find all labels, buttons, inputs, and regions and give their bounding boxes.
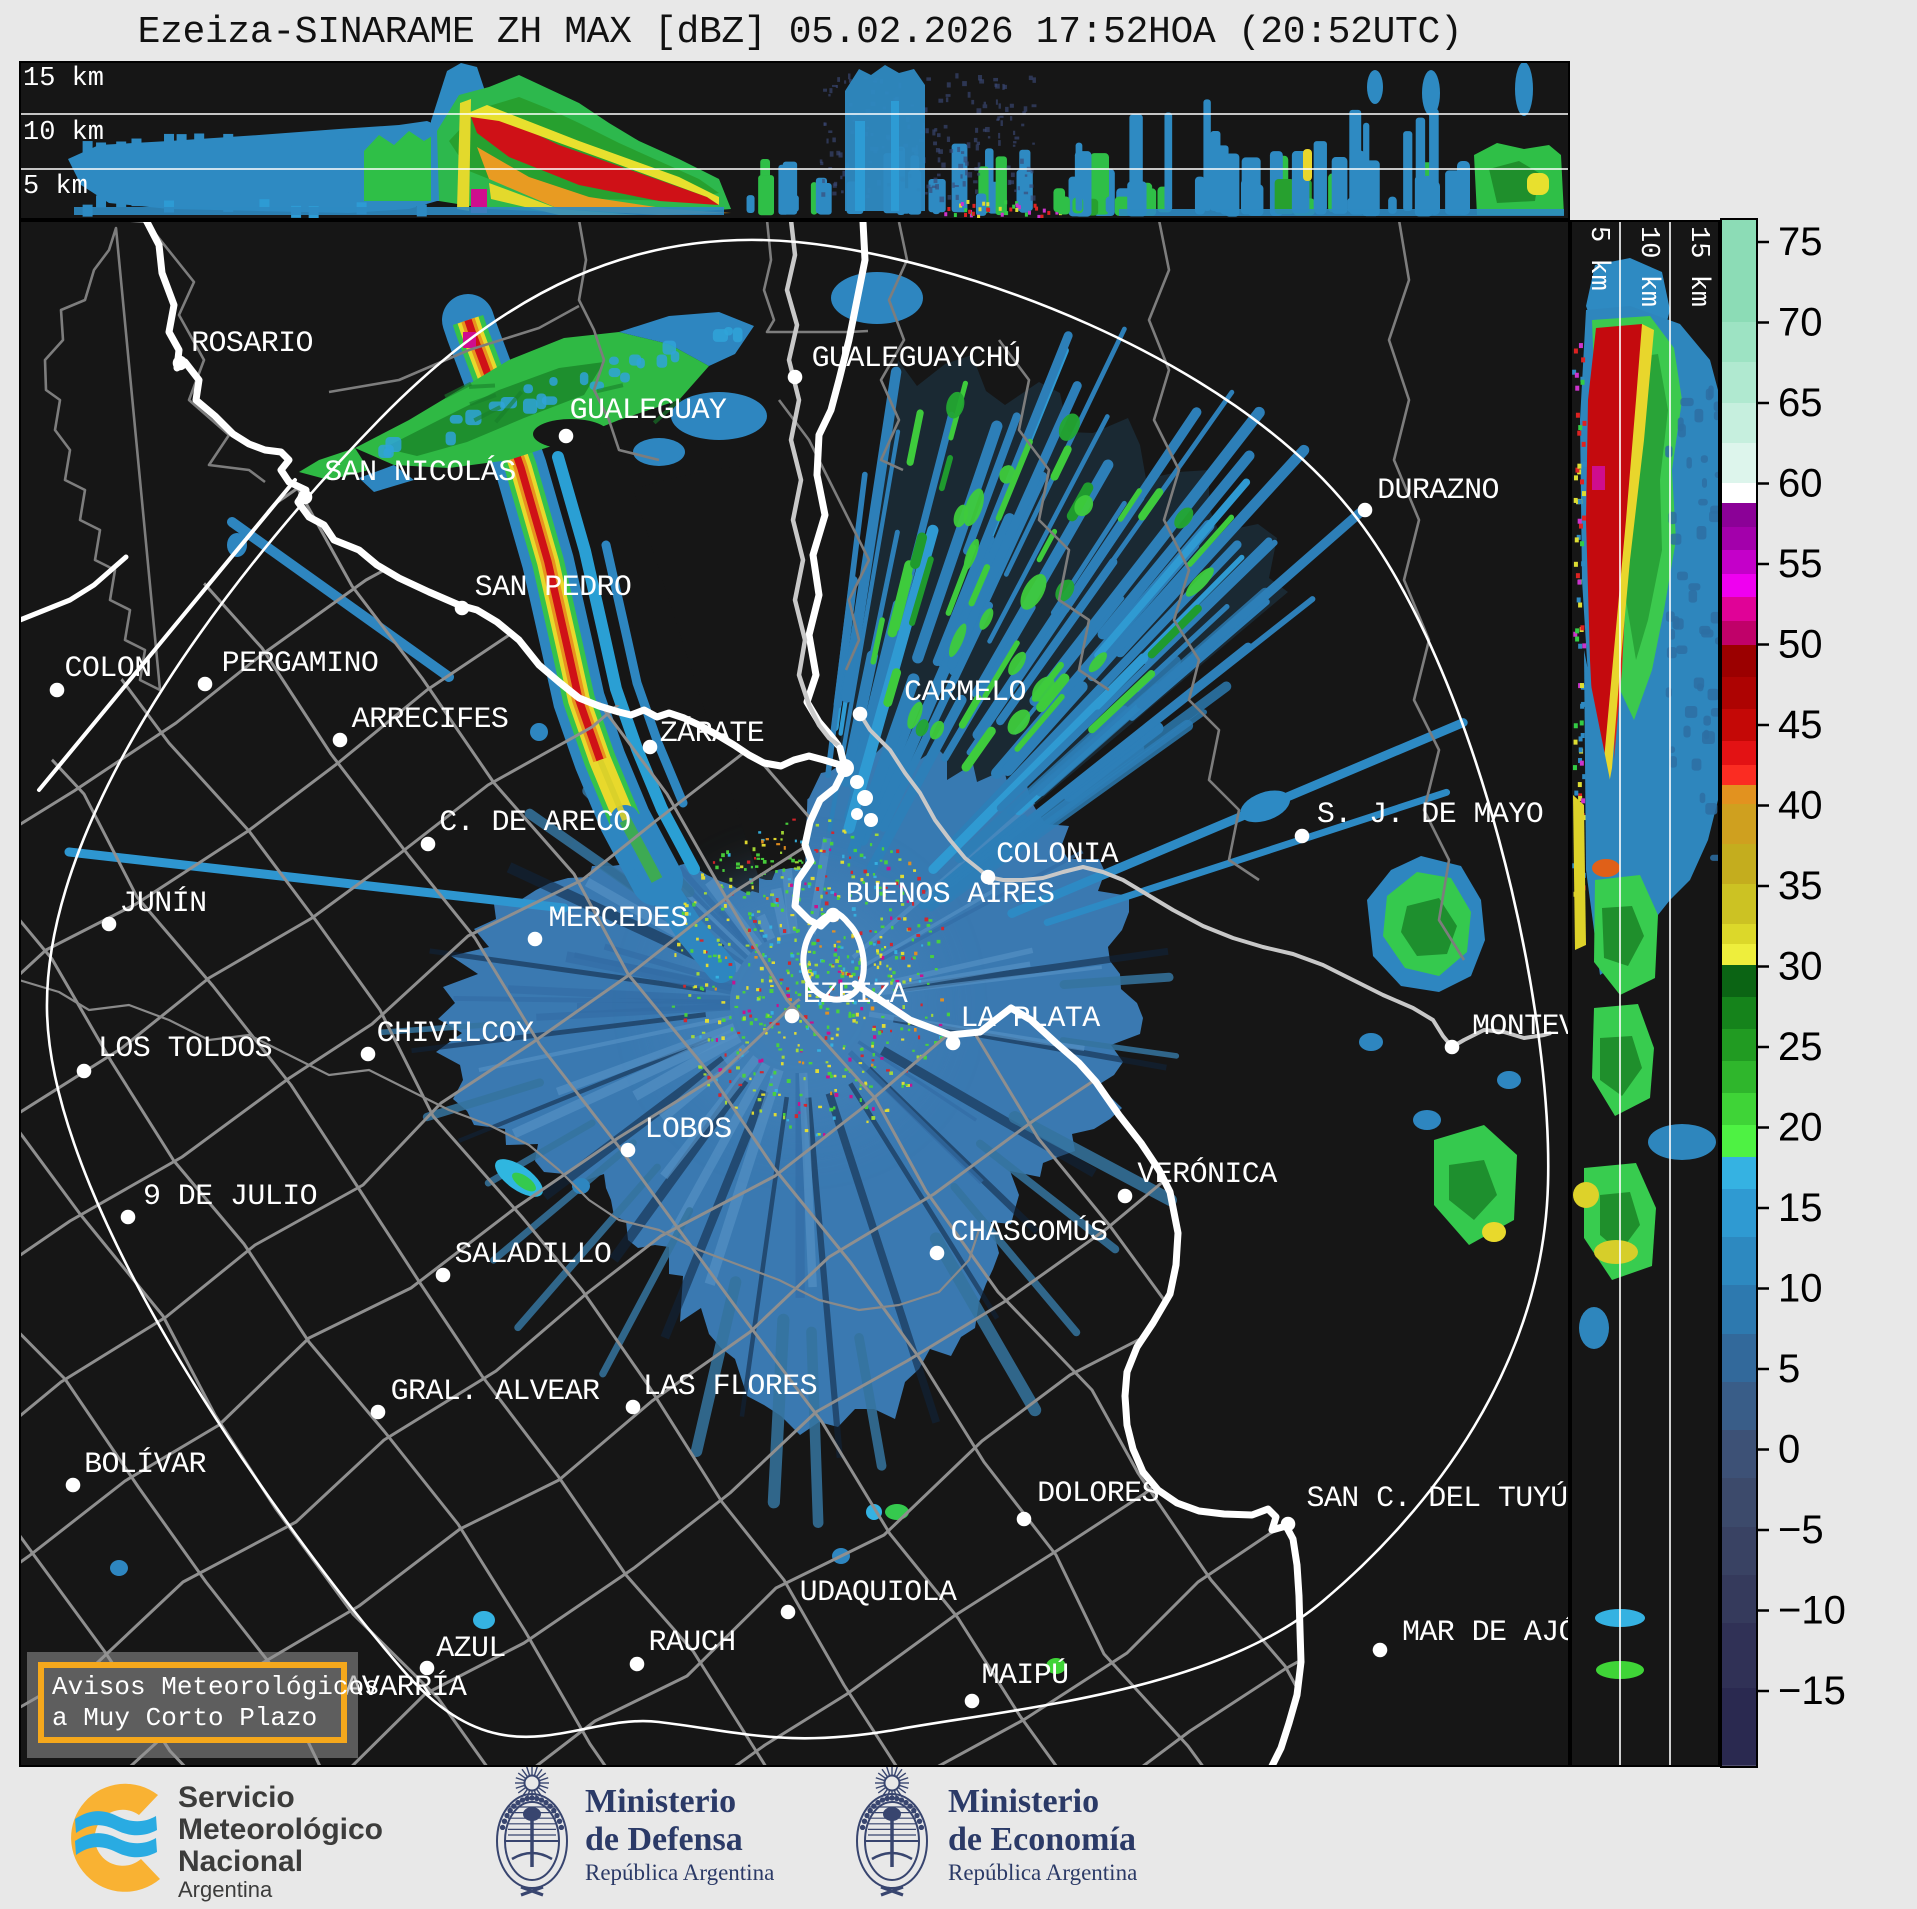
- svg-text:LAS FLORES: LAS FLORES: [643, 1370, 817, 1404]
- svg-text:República Argentina: República Argentina: [948, 1860, 1137, 1885]
- svg-text:de Defensa: de Defensa: [585, 1821, 743, 1858]
- svg-text:EZEIZA: EZEIZA: [803, 978, 908, 1012]
- svg-text:SAN NICOLÁS: SAN NICOLÁS: [324, 455, 515, 490]
- svg-text:UDAQUIOLA: UDAQUIOLA: [800, 1576, 957, 1610]
- svg-text:55: 55: [1778, 542, 1823, 586]
- svg-text:75: 75: [1778, 220, 1823, 264]
- svg-text:CHIVILCOY: CHIVILCOY: [377, 1017, 534, 1051]
- svg-text:−5: −5: [1778, 1508, 1824, 1552]
- svg-text:ARRECIFES: ARRECIFES: [352, 703, 509, 737]
- svg-text:Ministerio: Ministerio: [585, 1783, 736, 1820]
- svg-text:9 DE JULIO: 9 DE JULIO: [143, 1180, 317, 1214]
- svg-text:0: 0: [1778, 1428, 1800, 1472]
- svg-text:COLONIA: COLONIA: [996, 838, 1118, 872]
- svg-text:−15: −15: [1778, 1669, 1846, 1713]
- svg-text:Meteorológico: Meteorológico: [178, 1813, 383, 1846]
- svg-text:SAN C. DEL TUYÚ: SAN C. DEL TUYÚ: [1306, 1481, 1567, 1516]
- svg-text:5: 5: [1778, 1347, 1800, 1391]
- svg-text:SALADILLO: SALADILLO: [455, 1238, 612, 1272]
- svg-text:ZÁRATE: ZÁRATE: [660, 716, 764, 751]
- svg-text:MONTEVIDEO: MONTEVIDEO: [1472, 1010, 1570, 1044]
- svg-text:GRAL. ALVEAR: GRAL. ALVEAR: [391, 1375, 600, 1409]
- svg-text:−10: −10: [1778, 1589, 1846, 1633]
- svg-text:de Economía: de Economía: [948, 1821, 1136, 1858]
- svg-text:GUALEGUAYCHÚ: GUALEGUAYCHÚ: [812, 341, 1021, 376]
- svg-text:DURAZNO: DURAZNO: [1377, 474, 1499, 508]
- svg-text:SAN PEDRO: SAN PEDRO: [475, 571, 632, 605]
- svg-text:República Argentina: República Argentina: [585, 1860, 774, 1885]
- svg-text:20: 20: [1778, 1106, 1823, 1150]
- svg-text:40: 40: [1778, 784, 1823, 828]
- svg-text:PERGAMINO: PERGAMINO: [222, 647, 379, 681]
- svg-text:MAR DE AJÓ: MAR DE AJÓ: [1402, 1615, 1570, 1650]
- svg-text:COLON: COLON: [64, 652, 151, 686]
- svg-text:CHASCOMÚS: CHASCOMÚS: [951, 1215, 1108, 1250]
- svg-text:VERÓNICA: VERÓNICA: [1137, 1157, 1277, 1192]
- svg-text:5 km: 5 km: [1583, 226, 1613, 291]
- svg-text:RAUCH: RAUCH: [648, 1626, 735, 1660]
- svg-text:C. DE ARECO: C. DE ARECO: [439, 806, 630, 840]
- svg-text:LOBOS: LOBOS: [644, 1113, 731, 1147]
- svg-text:10 km: 10 km: [23, 118, 104, 148]
- svg-text:70: 70: [1778, 301, 1823, 345]
- svg-text:15: 15: [1778, 1186, 1823, 1230]
- svg-text:S. J. DE MAYO: S. J. DE MAYO: [1317, 798, 1543, 832]
- svg-text:Ministerio: Ministerio: [948, 1783, 1099, 1820]
- svg-text:10 km: 10 km: [1633, 226, 1663, 307]
- svg-text:MAIPÚ: MAIPÚ: [981, 1658, 1068, 1693]
- svg-text:ROSARIO: ROSARIO: [191, 327, 313, 361]
- svg-text:MERCEDES: MERCEDES: [548, 902, 687, 936]
- svg-text:30: 30: [1778, 945, 1823, 989]
- svg-text:BOLÍVAR: BOLÍVAR: [84, 1447, 206, 1482]
- svg-text:AZUL: AZUL: [436, 1632, 506, 1666]
- svg-text:Nacional: Nacional: [178, 1845, 303, 1878]
- svg-text:LOS TOLDOS: LOS TOLDOS: [98, 1032, 272, 1066]
- svg-text:CARMELO: CARMELO: [904, 676, 1026, 710]
- svg-text:JUNÍN: JUNÍN: [119, 886, 206, 921]
- svg-text:35: 35: [1778, 864, 1823, 908]
- svg-text:45: 45: [1778, 703, 1823, 747]
- svg-text:25: 25: [1778, 1025, 1823, 1069]
- svg-text:5 km: 5 km: [23, 172, 88, 202]
- svg-text:10: 10: [1778, 1267, 1823, 1311]
- svg-text:50: 50: [1778, 623, 1823, 667]
- svg-text:15 km: 15 km: [23, 64, 104, 94]
- svg-text:15 km: 15 km: [1683, 226, 1713, 307]
- svg-text:GUALEGUAY: GUALEGUAY: [570, 394, 727, 428]
- svg-text:65: 65: [1778, 381, 1823, 425]
- svg-text:BUENOS AIRES: BUENOS AIRES: [846, 878, 1055, 912]
- svg-text:60: 60: [1778, 462, 1823, 506]
- svg-text:Servicio: Servicio: [178, 1781, 295, 1814]
- svg-text:Argentina: Argentina: [178, 1877, 273, 1902]
- svg-text:LA PLATA: LA PLATA: [960, 1002, 1100, 1036]
- svg-text:DOLORES: DOLORES: [1037, 1477, 1159, 1511]
